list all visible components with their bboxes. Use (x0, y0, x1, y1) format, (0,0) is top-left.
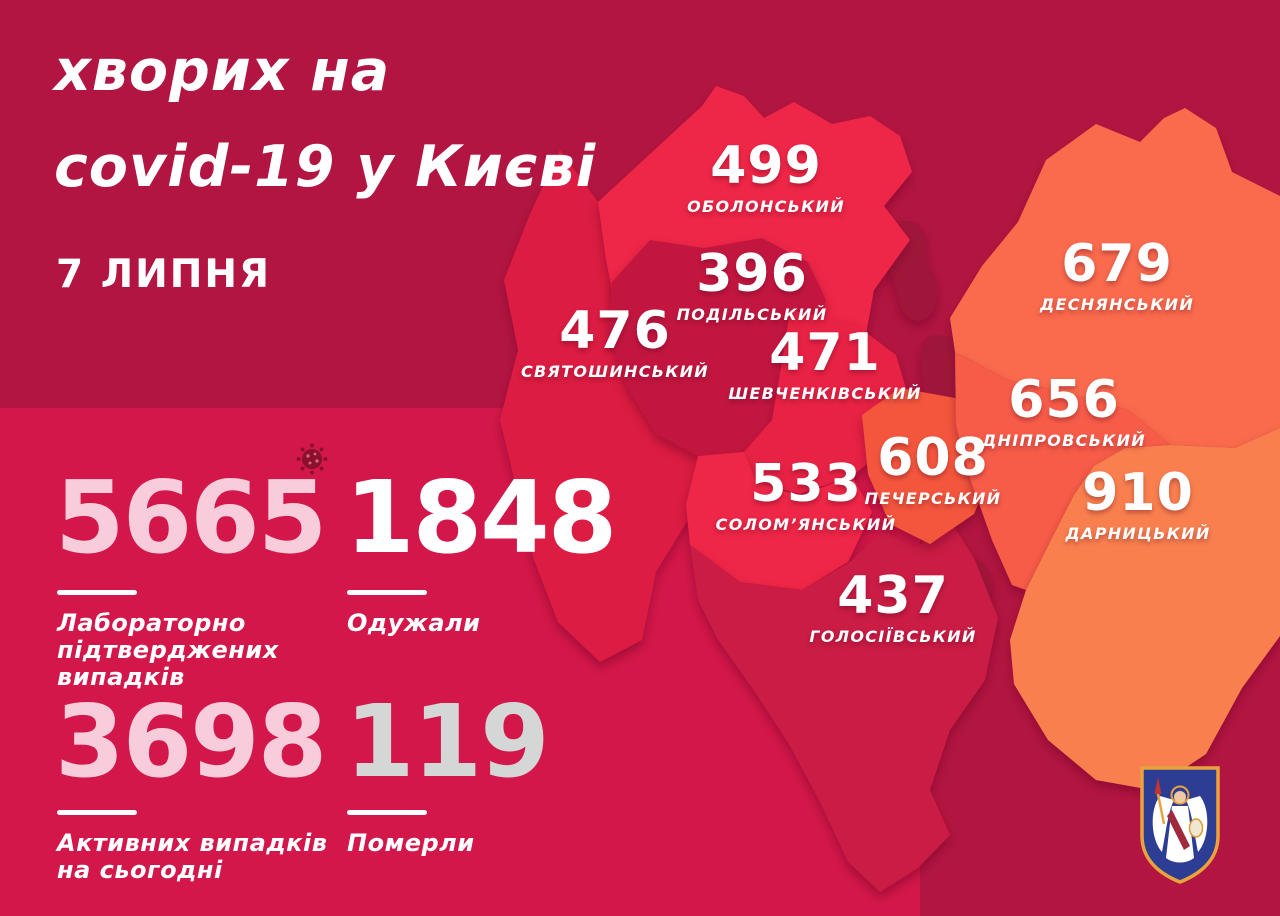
page-title-line1: хворих на (54, 38, 391, 104)
district-label-pecherskyi: 608 ПЕЧЕРСЬКИЙ (864, 428, 1002, 508)
stat-confirmed-label: Лабораторно підтверджених випадків (57, 609, 279, 692)
divider (57, 590, 137, 595)
stat-confirmed-value: 5665 (55, 459, 327, 576)
page-title-line2: covid-19 у Києві (54, 134, 597, 200)
stat-recovered-label: Одужали (347, 609, 481, 637)
report-date: 7 ЛИПНЯ (56, 252, 272, 297)
stat-recovered-value: 1848 (345, 459, 617, 576)
stat-active: 3698 (55, 683, 327, 800)
divider (347, 810, 427, 815)
stat-active-label: Активних випадків на сьогодні (57, 829, 328, 885)
district-label-sviatoshynskyi: 476 СВЯТОШИНСЬКИЙ (520, 301, 710, 381)
stat-active-value: 3698 (55, 683, 327, 800)
stat-confirmed: 5665 (55, 459, 327, 576)
district-label-desnianskyi: 679 ДЕСНЯНСЬКИЙ (1039, 234, 1195, 314)
district-label-solomianskyi: 533 СОЛОМ’ЯНСЬКИЙ (715, 454, 897, 534)
district-label-dniprovskyi: 656 ДНІПРОВСЬКИЙ (982, 370, 1146, 450)
district-shape-desnianskyi (950, 108, 1280, 448)
district-shape-podilskyi (608, 238, 826, 456)
stat-died: 119 (345, 683, 550, 800)
stat-recovered: 1848 (345, 459, 617, 576)
kyiv-coat-of-arms (1140, 766, 1220, 884)
divider (57, 810, 137, 815)
district-label-darnytskyi: 910 ДАРНИЦЬКИЙ (1065, 463, 1211, 543)
stat-died-value: 119 (345, 683, 550, 800)
divider (347, 590, 427, 595)
district-label-holosiivskyi: 437 ГОЛОСІЇВСЬКИЙ (809, 566, 977, 646)
district-shape-dniprovskyi (955, 352, 1170, 590)
district-label-shevchenkivskyi: 471 ШЕВЧЕНКІВСЬКИЙ (728, 323, 922, 403)
district-label-podilskyi: 396 ПОДІЛЬСЬКИЙ (676, 244, 828, 324)
district-shape-solomianskyi (686, 452, 872, 590)
district-shape-darnytskyi (1010, 428, 1280, 790)
virus-icon (296, 443, 328, 475)
district-shape-holosiivskyi (690, 520, 998, 892)
district-shape-sviatoshynskyi (500, 150, 698, 662)
archangel-michael (1152, 777, 1208, 863)
stat-died-label: Померли (347, 829, 475, 857)
district-label-obolonskyi: 499 ОБОЛОНСЬКИЙ (687, 136, 845, 216)
